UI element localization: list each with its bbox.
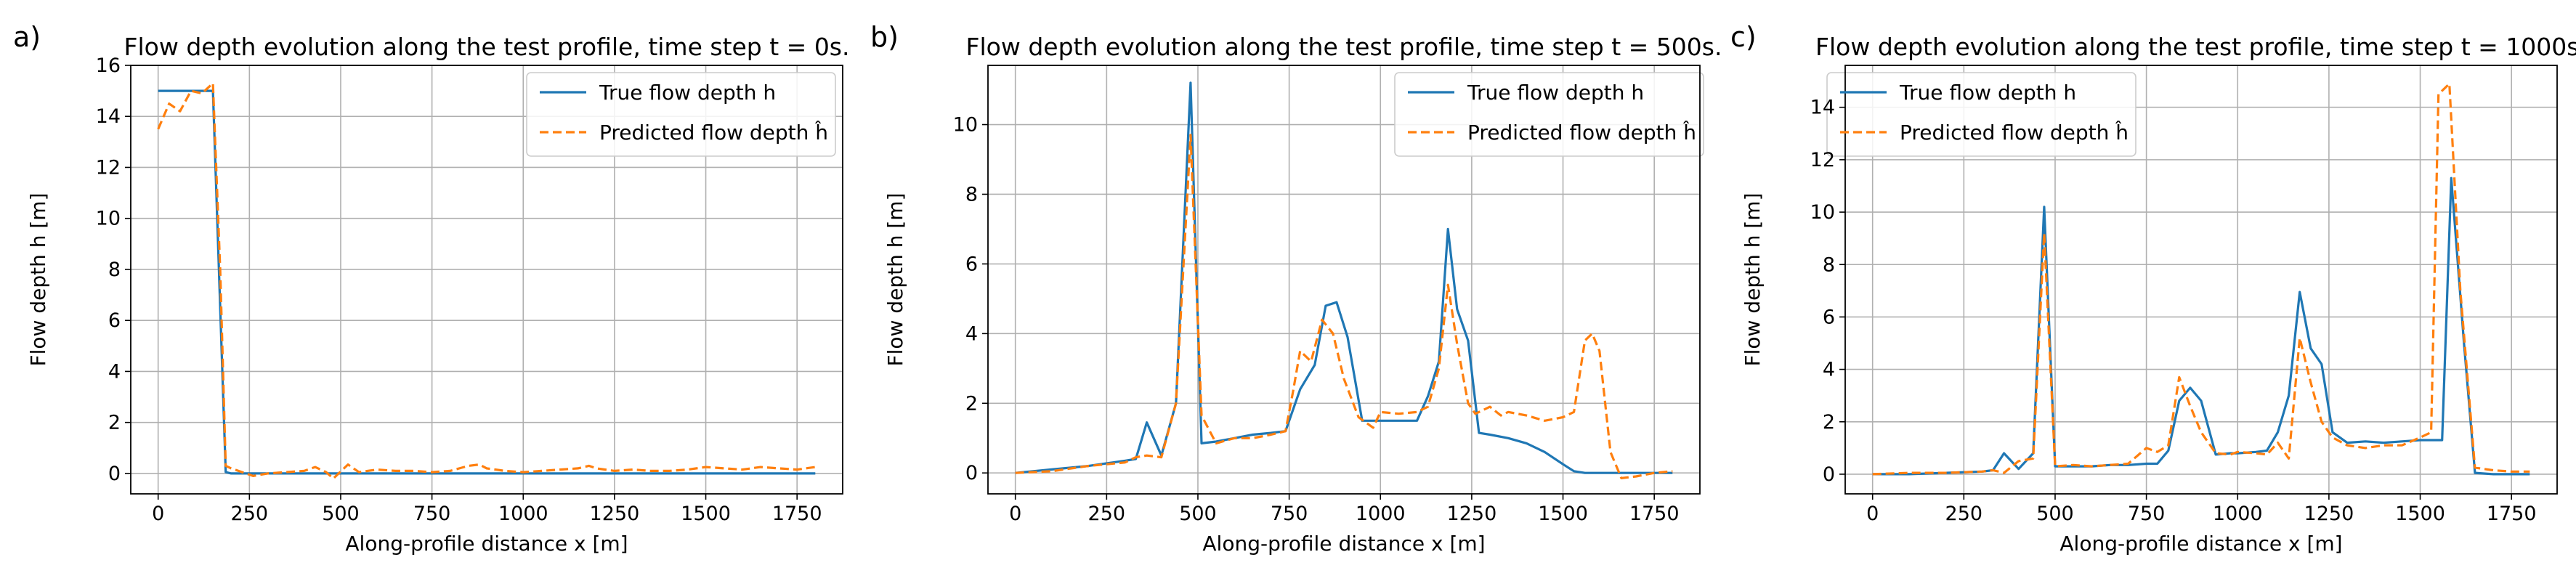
x-tick-label: 1750 bbox=[2487, 503, 2537, 525]
x-axis-label: Along-profile distance x [m] bbox=[345, 532, 628, 556]
x-tick-label: 750 bbox=[1271, 503, 1308, 525]
y-tick-label: 6 bbox=[1823, 306, 1835, 328]
legend-label-pred: Predicted flow depth ĥ bbox=[599, 120, 828, 145]
x-axis-label: Along-profile distance x [m] bbox=[1202, 532, 1485, 556]
legend-label-pred: Predicted flow depth ĥ bbox=[1900, 120, 2129, 145]
x-tick-label: 1500 bbox=[1538, 503, 1588, 525]
grid bbox=[1845, 65, 2557, 494]
y-tick-label: 4 bbox=[108, 360, 121, 383]
x-tick-label: 500 bbox=[1179, 503, 1217, 525]
legend-label-pred: Predicted flow depth ĥ bbox=[1467, 120, 1696, 145]
y-tick-label: 0 bbox=[1823, 463, 1835, 486]
x-tick-label: 250 bbox=[1945, 503, 1983, 525]
y-tick-label: 6 bbox=[108, 309, 121, 332]
true-flow-depth-line bbox=[1015, 81, 1673, 474]
x-axis-label: Along-profile distance x [m] bbox=[2059, 532, 2342, 556]
x-tick-label: 0 bbox=[1866, 503, 1879, 525]
y-tick-label: 14 bbox=[96, 105, 121, 128]
y-tick-label: 8 bbox=[965, 183, 978, 206]
y-tick-label: 12 bbox=[1810, 149, 1835, 171]
plot-frame bbox=[130, 65, 843, 495]
x-tick-label: 500 bbox=[322, 503, 360, 525]
x-tick-label: 1000 bbox=[2213, 503, 2263, 525]
x-tick-label: 1750 bbox=[1629, 503, 1680, 525]
y-tick-label: 0 bbox=[108, 463, 121, 485]
legend-label-true: True flow depth h bbox=[599, 81, 776, 105]
x-tick-label: 0 bbox=[152, 503, 164, 525]
panel-label: a) bbox=[13, 21, 41, 53]
predicted-flow-depth-line bbox=[1015, 134, 1673, 480]
y-tick-label: 12 bbox=[96, 156, 121, 179]
y-tick-label: 0 bbox=[965, 462, 978, 484]
y-axis-label: Flow depth h [m] bbox=[883, 193, 907, 367]
chart-title: Flow depth evolution along the test prof… bbox=[124, 33, 850, 61]
plot-frame bbox=[987, 65, 1701, 495]
x-tick-label: 1750 bbox=[772, 503, 822, 525]
x-tick-label: 1500 bbox=[2395, 503, 2445, 525]
y-tick-label: 2 bbox=[1823, 411, 1835, 434]
panel-label: b) bbox=[870, 21, 899, 53]
x-tick-label: 1000 bbox=[498, 503, 548, 525]
y-tick-label: 10 bbox=[953, 114, 978, 137]
x-tick-label: 1250 bbox=[2304, 503, 2354, 525]
x-tick-label: 1000 bbox=[1356, 503, 1406, 525]
x-tick-label: 1250 bbox=[1447, 503, 1497, 525]
y-tick-label: 2 bbox=[108, 412, 121, 434]
y-tick-label: 8 bbox=[1823, 253, 1835, 276]
legend-box bbox=[526, 72, 836, 157]
plot-frame bbox=[1844, 65, 2558, 495]
x-tick-label: 250 bbox=[231, 503, 269, 525]
panel-label: c) bbox=[1730, 21, 1757, 53]
y-tick-label: 6 bbox=[965, 253, 978, 275]
legend-label-true: True flow depth h bbox=[1899, 81, 2076, 105]
legend-label-true: True flow depth h bbox=[1467, 81, 1644, 105]
x-tick-label: 750 bbox=[413, 503, 451, 525]
y-tick-label: 10 bbox=[96, 208, 121, 230]
y-tick-label: 16 bbox=[96, 54, 121, 77]
x-tick-label: 1500 bbox=[681, 503, 731, 525]
x-tick-label: 1250 bbox=[590, 503, 640, 525]
x-tick-label: 500 bbox=[2036, 503, 2074, 525]
y-tick-label: 4 bbox=[1823, 359, 1835, 381]
y-tick-label: 8 bbox=[108, 259, 121, 281]
y-tick-label: 14 bbox=[1810, 97, 1835, 119]
predicted-flow-depth-line bbox=[1872, 82, 2530, 476]
legend-box bbox=[1394, 72, 1704, 157]
panel-c: c) Flow depth evolution along the test p… bbox=[1730, 21, 2576, 556]
y-tick-label: 4 bbox=[965, 322, 978, 345]
panel-a: a) Flow depth evolution along the test p… bbox=[13, 21, 850, 556]
panel-b: b) Flow depth evolution along the test p… bbox=[870, 21, 1722, 556]
x-tick-label: 250 bbox=[1088, 503, 1126, 525]
legend-box bbox=[1826, 72, 2136, 157]
chart-title: Flow depth evolution along the test prof… bbox=[966, 33, 1722, 61]
chart-title: Flow depth evolution along the test prof… bbox=[1815, 33, 2576, 61]
y-axis-label: Flow depth h [m] bbox=[26, 193, 50, 367]
x-tick-label: 0 bbox=[1009, 503, 1021, 525]
y-axis-label: Flow depth h [m] bbox=[1741, 193, 1765, 367]
y-tick-label: 2 bbox=[965, 392, 978, 415]
predicted-flow-depth-line bbox=[157, 81, 816, 480]
x-tick-label: 750 bbox=[2128, 503, 2166, 525]
y-tick-label: 10 bbox=[1810, 201, 1835, 224]
